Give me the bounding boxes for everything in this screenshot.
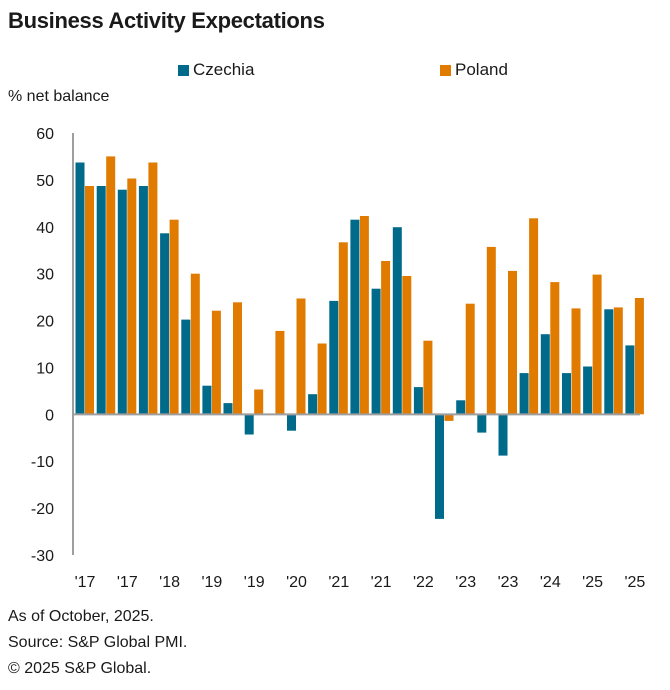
bar-czechia [456, 400, 466, 415]
bar-poland [190, 273, 200, 415]
x-tick-label: '25 [582, 574, 603, 591]
legend-swatch-czechia [178, 64, 189, 76]
bar-czechia [117, 189, 127, 415]
x-tick-label: '23 [498, 574, 519, 591]
bar-czechia [223, 403, 233, 415]
x-tick-label: '25 [624, 574, 645, 591]
bar-czechia [202, 385, 212, 415]
y-tick-label: 30 [36, 267, 54, 284]
bar-czechia [350, 219, 360, 415]
bar-poland [592, 274, 602, 415]
bar-czechia [477, 414, 487, 433]
y-tick-label: 50 [36, 173, 54, 190]
x-tick-label: '21 [328, 574, 349, 591]
legend-item-poland: Poland [440, 60, 508, 80]
bar-poland [359, 216, 369, 415]
y-tick-label: -30 [31, 548, 54, 565]
bar-poland [550, 282, 560, 415]
bar-poland [317, 343, 327, 415]
bar-poland [148, 162, 158, 415]
x-tick-label: '21 [371, 574, 392, 591]
bar-poland [338, 242, 348, 415]
bar-poland [381, 261, 391, 415]
x-tick-label: '19 [201, 574, 222, 591]
x-tick-label: '20 [286, 574, 307, 591]
legend-label-czechia: Czechia [193, 60, 255, 79]
bar-czechia [413, 387, 423, 415]
x-tick-label: '22 [413, 574, 434, 591]
x-tick-label: '19 [244, 574, 265, 591]
x-tick-label: '24 [540, 574, 561, 591]
bar-chart: 60 50 40 30 20 10 0 -10 -20 -30 '17 '17 '18 '19 '19 '20… [31, 126, 646, 591]
x-tick-label: '23 [455, 574, 476, 591]
bar-czechia [519, 373, 529, 415]
bar-czechia [625, 345, 635, 415]
y-tick-label: 0 [45, 407, 54, 424]
bar-poland [465, 303, 475, 415]
bar-poland [423, 340, 433, 415]
bar-czechia [583, 366, 593, 415]
y-tick-label: -10 [31, 454, 54, 471]
y-tick-label: 60 [36, 126, 54, 143]
bar-czechia [287, 414, 296, 431]
bar-poland [486, 246, 496, 415]
bar-czechia [138, 186, 148, 415]
y-axis-label: % net balance [8, 88, 110, 105]
bar-czechia [96, 186, 106, 415]
bar-poland [613, 307, 623, 415]
legend-item-czechia: Czechia [178, 60, 254, 80]
bar-czechia [371, 288, 381, 415]
y-tick-label: 40 [36, 220, 54, 237]
legend-swatch-poland [440, 64, 451, 76]
chart-title: Business Activity Expectations [8, 8, 325, 33]
bar-czechia [498, 414, 508, 456]
y-tick-label: 20 [36, 314, 54, 331]
bar-czechia [604, 309, 614, 415]
legend-label-poland: Poland [455, 60, 508, 79]
bar-czechia [562, 373, 571, 415]
bar-poland [402, 276, 412, 415]
bar-poland [275, 330, 285, 415]
y-tick-label: -20 [31, 501, 54, 518]
footer-source: Source: S&P Global PMI. [8, 634, 188, 651]
bar-poland [169, 219, 179, 415]
y-tick-label: 10 [36, 360, 54, 377]
bar-poland [508, 270, 517, 415]
bar-czechia [308, 394, 318, 415]
x-tick-label: '17 [117, 574, 138, 591]
bar-poland [296, 298, 306, 415]
footer-as-of: As of October, 2025. [8, 608, 154, 625]
bar-poland [211, 310, 221, 415]
bar-czechia [435, 414, 444, 519]
bar-czechia [244, 414, 254, 435]
bar-poland [85, 186, 94, 415]
bar-poland [634, 298, 644, 415]
bar-poland [529, 218, 539, 415]
bar-czechia [75, 162, 85, 415]
bar-poland [444, 414, 454, 421]
bar-poland [233, 302, 242, 415]
bar-czechia [392, 227, 402, 415]
bar-poland [254, 389, 264, 415]
x-tick-label: '18 [159, 574, 180, 591]
bar-czechia [329, 300, 339, 415]
bar-poland [106, 156, 116, 415]
x-tick-label: '17 [75, 574, 96, 591]
bar-poland [571, 308, 581, 415]
bar-czechia [181, 319, 191, 415]
bar-czechia [540, 334, 550, 415]
footer-copyright: © 2025 S&P Global. [8, 660, 152, 677]
bar-poland [127, 178, 137, 415]
bar-czechia [160, 233, 170, 415]
